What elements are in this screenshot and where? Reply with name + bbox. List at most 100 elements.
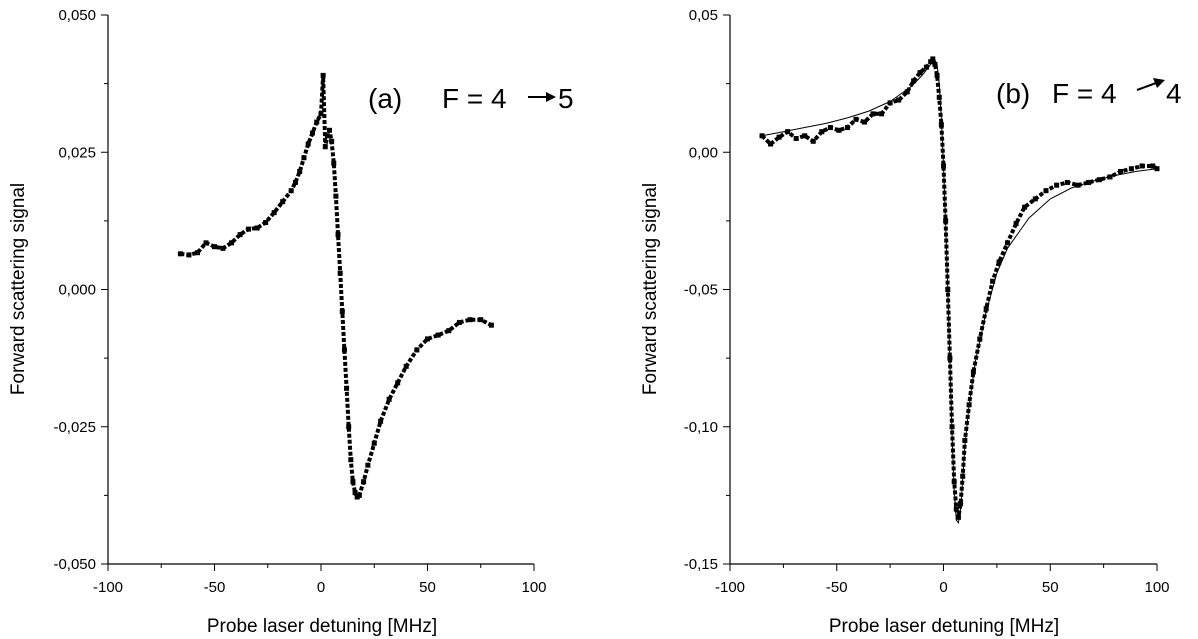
data-point xyxy=(456,319,462,325)
y-axis-title: Forward scattering signal xyxy=(8,183,29,395)
data-point xyxy=(324,133,330,139)
data-point xyxy=(911,78,917,84)
data-point xyxy=(333,193,339,199)
data-point xyxy=(949,424,955,430)
data-point xyxy=(271,210,277,216)
arrow-right-icon xyxy=(1136,78,1165,91)
data-point xyxy=(356,492,362,498)
data-point xyxy=(768,141,774,147)
data-point xyxy=(322,144,328,150)
data-point xyxy=(254,225,260,231)
data-point xyxy=(947,355,953,361)
data-point xyxy=(292,179,298,185)
data-point xyxy=(962,437,968,443)
y-axis: -0,15 -0,10 -0,05 0,00 0,05 xyxy=(684,7,731,573)
data-point xyxy=(951,479,957,485)
data-point xyxy=(1107,174,1113,180)
data-point xyxy=(960,473,966,479)
data-point xyxy=(1128,166,1134,172)
x-axis-title: Probe laser detuning [MHz] xyxy=(207,616,437,637)
data-point xyxy=(337,270,343,276)
data-point xyxy=(932,61,938,67)
data-point xyxy=(395,380,401,386)
data-point xyxy=(425,336,430,342)
x-tick-label: -50 xyxy=(204,579,226,596)
data-point xyxy=(365,462,371,468)
chart-panel-b: -100 -50 0 50 100 -0,15 -0,10 -0,05 0,00 0,05 Pr… xyxy=(640,7,1182,637)
data-point xyxy=(352,490,358,496)
data-point xyxy=(320,72,326,78)
data-point xyxy=(361,479,367,485)
data-point xyxy=(904,89,910,95)
data-point xyxy=(1150,163,1156,169)
x-tick-label: 100 xyxy=(521,579,546,596)
data-trace xyxy=(180,73,493,499)
data-point xyxy=(414,347,420,353)
y-tick-label: -0,05 xyxy=(684,282,718,299)
data-point xyxy=(339,308,345,314)
x-tick-label: -100 xyxy=(715,579,745,596)
data-point xyxy=(371,440,377,446)
data-point xyxy=(1154,166,1160,172)
data-point xyxy=(229,240,235,246)
data-point xyxy=(246,226,252,232)
data-point xyxy=(896,97,902,103)
chart-panel-a: -100 -50 0 50 100 -0,050 -0,025 0,000 0,025 0,05… xyxy=(8,7,574,637)
data-point xyxy=(318,111,324,117)
annotation-text-left: F = 4 xyxy=(1052,78,1117,109)
data-point xyxy=(446,328,452,334)
data-point xyxy=(870,111,876,117)
data-point xyxy=(844,125,850,131)
y-tick-label: 0,000 xyxy=(58,282,96,299)
data-point xyxy=(776,134,782,140)
data-point xyxy=(945,287,951,292)
data-point xyxy=(263,220,269,226)
data-point xyxy=(928,59,934,65)
data-trace xyxy=(760,56,1159,520)
data-point xyxy=(350,479,356,485)
data-point xyxy=(1032,196,1038,202)
data-point xyxy=(785,129,791,135)
data-point xyxy=(936,94,942,100)
x-axis: -100 -50 0 50 100 xyxy=(715,563,1170,596)
data-point xyxy=(1086,179,1092,185)
data-point xyxy=(943,218,949,224)
data-point xyxy=(1054,182,1060,188)
data-point xyxy=(990,278,996,284)
annotation-text-right: 4 xyxy=(1166,78,1182,109)
data-point xyxy=(934,72,940,78)
data-point xyxy=(335,232,341,238)
data-point xyxy=(327,127,333,133)
data-point xyxy=(983,306,989,312)
data-point xyxy=(346,424,352,430)
y-tick-label: 0,025 xyxy=(58,144,96,161)
data-point xyxy=(186,252,192,258)
data-point xyxy=(1096,177,1102,183)
data-point xyxy=(177,251,183,257)
data-point xyxy=(887,100,893,106)
data-point xyxy=(297,168,303,174)
data-point xyxy=(977,336,983,342)
data-point xyxy=(759,133,765,139)
data-point xyxy=(810,138,816,144)
x-tick-label: 50 xyxy=(1042,579,1059,596)
data-point xyxy=(970,369,976,375)
data-point xyxy=(923,64,929,70)
data-point xyxy=(1013,221,1019,227)
x-tick-label: 100 xyxy=(1144,579,1169,596)
x-tick-label: 0 xyxy=(317,579,325,596)
x-axis-title: Probe laser detuning [MHz] xyxy=(829,616,1059,637)
data-point xyxy=(879,111,885,117)
x-tick-label: -50 xyxy=(826,579,848,596)
data-series xyxy=(759,56,1160,525)
data-point xyxy=(953,506,959,512)
x-tick-label: 0 xyxy=(939,579,947,596)
annotation-text-right: 5 xyxy=(558,83,574,114)
data-point xyxy=(819,129,825,135)
annotation: (a) F = 4 5 xyxy=(368,83,574,114)
data-point xyxy=(941,163,946,169)
annotation-label: (a) xyxy=(368,83,402,114)
y-tick-label: -0,025 xyxy=(53,419,96,436)
data-point xyxy=(1043,188,1049,194)
